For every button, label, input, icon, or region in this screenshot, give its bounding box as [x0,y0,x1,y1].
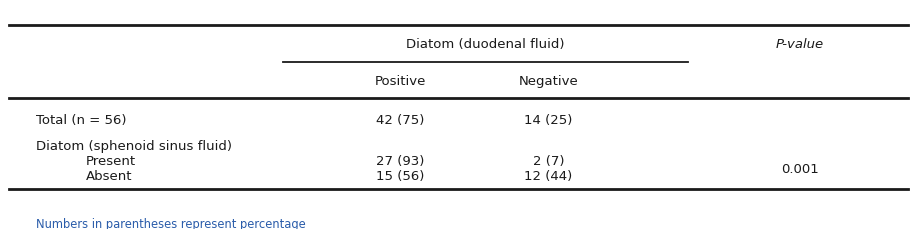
Text: Absent: Absent [85,170,132,183]
Text: P-value: P-value [776,38,824,51]
Text: 42 (75): 42 (75) [376,114,425,127]
Text: 0.001: 0.001 [781,163,819,176]
Text: Present: Present [85,155,136,168]
Text: 14 (25): 14 (25) [525,114,572,127]
Text: 2 (7): 2 (7) [533,155,564,168]
Text: Total (n = 56): Total (n = 56) [36,114,127,127]
Text: 27 (93): 27 (93) [376,155,425,168]
Text: Numbers in parentheses represent percentage: Numbers in parentheses represent percent… [36,218,306,229]
Text: Negative: Negative [518,74,579,87]
Text: 15 (56): 15 (56) [376,170,425,183]
Text: 12 (44): 12 (44) [525,170,572,183]
Text: Diatom (sphenoid sinus fluid): Diatom (sphenoid sinus fluid) [36,140,232,153]
Text: Positive: Positive [374,74,425,87]
Text: Diatom (duodenal fluid): Diatom (duodenal fluid) [406,38,565,51]
